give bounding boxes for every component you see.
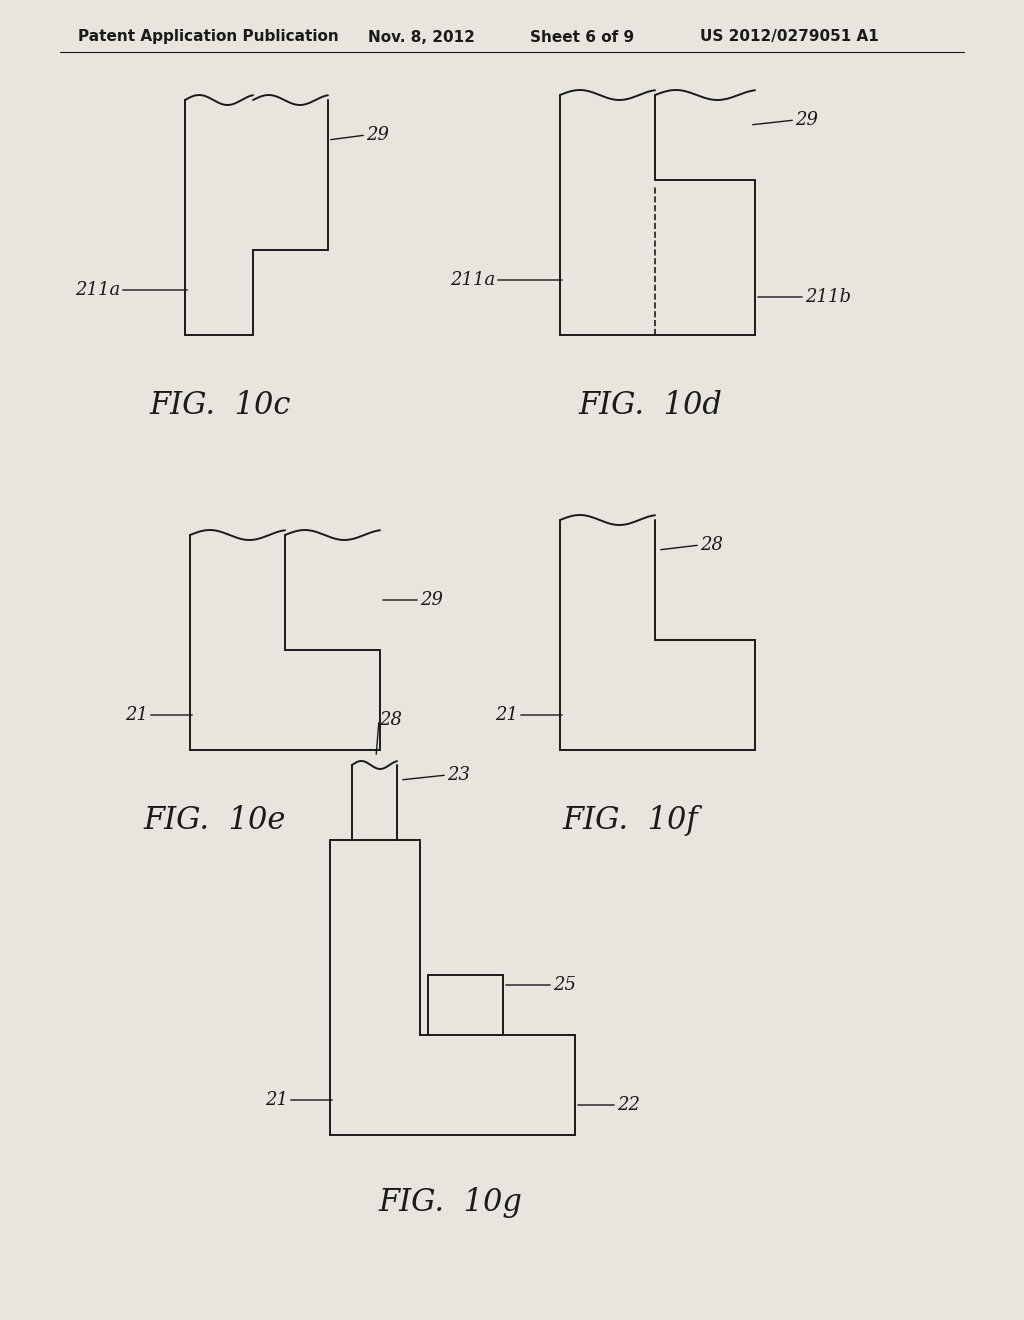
Text: 21: 21 [265, 1092, 288, 1109]
Text: FIG.  10f: FIG. 10f [562, 805, 697, 836]
Text: 211b: 211b [805, 288, 851, 306]
Text: 29: 29 [795, 111, 818, 129]
Text: 21: 21 [125, 706, 148, 723]
Text: FIG.  10g: FIG. 10g [378, 1187, 522, 1218]
Text: 21: 21 [495, 706, 518, 723]
Text: 23: 23 [447, 766, 470, 784]
Text: 29: 29 [420, 591, 443, 609]
Text: US 2012/0279051 A1: US 2012/0279051 A1 [700, 29, 879, 45]
Text: Patent Application Publication: Patent Application Publication [78, 29, 339, 45]
Text: 28: 28 [700, 536, 723, 554]
Text: Nov. 8, 2012: Nov. 8, 2012 [368, 29, 475, 45]
Text: 29: 29 [366, 125, 389, 144]
Text: FIG.  10e: FIG. 10e [143, 805, 286, 836]
Text: 22: 22 [617, 1096, 640, 1114]
Text: FIG.  10d: FIG. 10d [579, 389, 722, 421]
Text: 28: 28 [379, 711, 402, 729]
Text: 211a: 211a [75, 281, 120, 300]
Text: 211a: 211a [450, 271, 495, 289]
Text: FIG.  10c: FIG. 10c [150, 389, 291, 421]
Text: Sheet 6 of 9: Sheet 6 of 9 [530, 29, 634, 45]
Text: 25: 25 [553, 975, 575, 994]
